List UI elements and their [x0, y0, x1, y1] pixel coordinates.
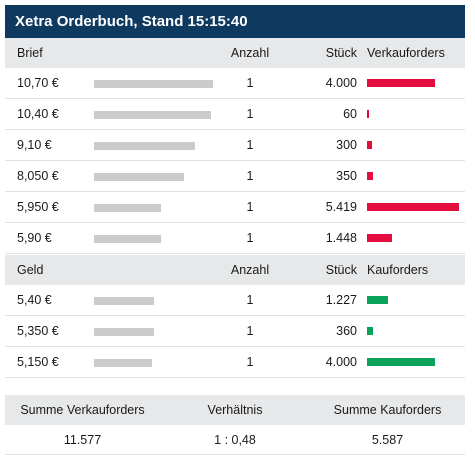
- bid-price: 5,150 €: [17, 355, 59, 369]
- ask-stueck: 1.448: [325, 231, 357, 245]
- ask-row: 8,050 € 1 350: [5, 161, 465, 192]
- bid-volume-bar: [367, 327, 373, 335]
- ask-anzahl: 1: [246, 76, 254, 90]
- bid-anzahl: 1: [246, 324, 254, 338]
- ask-header-side: Brief: [17, 46, 43, 60]
- summary-ratio-value: 1 : 0,48: [214, 433, 256, 447]
- ask-stueck: 300: [336, 138, 357, 152]
- ask-depth-bar: [94, 142, 195, 150]
- ask-anzahl: 1: [246, 107, 254, 121]
- summary-values: 11.577 1 : 0,48 5.587: [5, 425, 465, 455]
- ask-row: 5,950 € 1 5.419: [5, 192, 465, 223]
- bid-header: Geld Anzahl Stück Kauforders: [5, 255, 465, 285]
- bid-header-anzahl: Anzahl: [230, 263, 270, 277]
- ask-stueck: 350: [336, 169, 357, 183]
- ask-volume-bar: [367, 234, 392, 242]
- summary-buy-value: 5.587: [371, 433, 404, 447]
- bid-depth-bar: [94, 328, 154, 336]
- ask-row: 10,70 € 1 4.000: [5, 68, 465, 99]
- ask-anzahl: 1: [246, 169, 254, 183]
- ask-volume-bar: [367, 141, 372, 149]
- summary-sell-label: Summe Verkauforders: [20, 403, 145, 417]
- ask-price: 5,90 €: [17, 231, 52, 245]
- ask-price: 5,950 €: [17, 200, 59, 214]
- ask-depth-bar: [94, 173, 184, 181]
- summary-ratio-label: Verhältnis: [207, 403, 263, 417]
- ask-depth-bar: [94, 235, 161, 243]
- bid-row: 5,150 € 1 4.000: [5, 347, 465, 378]
- ask-price: 10,40 €: [17, 107, 59, 121]
- ask-price: 8,050 €: [17, 169, 59, 183]
- bid-depth-bar: [94, 359, 152, 367]
- ask-depth-bar: [94, 204, 161, 212]
- orderbook-title: Xetra Orderbuch, Stand 15:15:40: [5, 5, 465, 38]
- ask-volume-bar: [367, 172, 373, 180]
- bid-stueck: 4.000: [325, 355, 357, 369]
- ask-stueck: 5.419: [325, 200, 357, 214]
- ask-price: 9,10 €: [17, 138, 52, 152]
- ask-anzahl: 1: [246, 231, 254, 245]
- ask-stueck: 4.000: [325, 76, 357, 90]
- ask-header-orders: Verkauforders: [367, 46, 445, 60]
- bid-stueck: 1.227: [325, 293, 357, 307]
- bid-stueck: 360: [336, 324, 357, 338]
- bid-header-orders: Kauforders: [367, 263, 429, 277]
- bid-anzahl: 1: [246, 293, 254, 307]
- bid-row: 5,40 € 1 1.227: [5, 285, 465, 316]
- ask-stueck: 60: [343, 107, 357, 121]
- ask-header-anzahl: Anzahl: [230, 46, 270, 60]
- bid-header-stueck: Stück: [325, 263, 357, 277]
- ask-row: 9,10 € 1 300: [5, 130, 465, 161]
- ask-anzahl: 1: [246, 200, 254, 214]
- bid-price: 5,350 €: [17, 324, 59, 338]
- ask-depth-bar: [94, 111, 211, 119]
- ask-row: 5,90 € 1 1.448: [5, 223, 465, 254]
- bid-volume-bar: [367, 358, 435, 366]
- summary-buy-label: Summe Kauforders: [333, 403, 442, 417]
- ask-depth-bar: [94, 80, 213, 88]
- ask-volume-bar: [367, 110, 369, 118]
- ask-header: Brief Anzahl Stück Verkauforders: [5, 38, 465, 68]
- ask-header-stueck: Stück: [325, 46, 357, 60]
- ask-row: 10,40 € 1 60: [5, 99, 465, 130]
- bid-header-side: Geld: [17, 263, 44, 277]
- bid-anzahl: 1: [246, 355, 254, 369]
- bid-price: 5,40 €: [17, 293, 52, 307]
- bid-row: 5,350 € 1 360: [5, 316, 465, 347]
- summary-header: Summe Verkauforders Verhältnis Summe Kau…: [5, 395, 465, 425]
- ask-volume-bar: [367, 79, 435, 87]
- ask-volume-bar: [367, 203, 459, 211]
- bid-volume-bar: [367, 296, 388, 304]
- ask-price: 10,70 €: [17, 76, 59, 90]
- summary-sell-value: 11.577: [63, 433, 102, 447]
- ask-anzahl: 1: [246, 138, 254, 152]
- bid-depth-bar: [94, 297, 154, 305]
